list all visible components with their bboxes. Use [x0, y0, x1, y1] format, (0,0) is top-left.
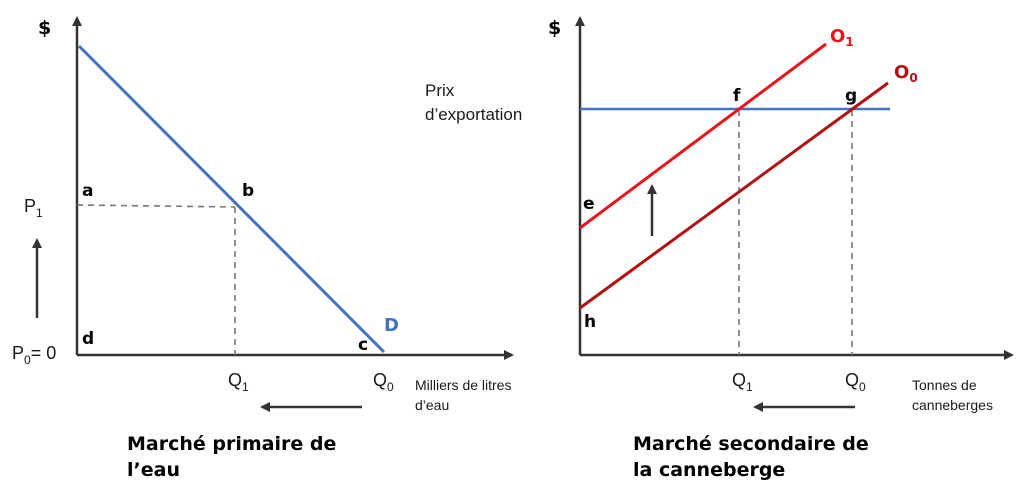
point-c: c [358, 335, 368, 355]
supply-o0-line [579, 81, 889, 310]
price-label-line1: Prix [425, 81, 455, 100]
left-p1-label: P1 [24, 196, 43, 220]
right-x-axis-label-line1: Tonnes de [912, 377, 977, 393]
left-p0-label: P0= 0 [12, 343, 56, 367]
price-label-line2: d’exportation [425, 105, 522, 124]
right-y-axis-label: $ [548, 17, 561, 39]
left-x-axis-label-line1: Milliers de litres [415, 377, 511, 393]
left-panel: $ D a b c d P1 P0= 0 Q1 Q0 Milliers de l… [12, 16, 514, 481]
left-title-line1: Marché primaire de [127, 433, 336, 455]
right-q1-label: Q1 [732, 370, 753, 394]
supply-o0-label: O0 [894, 62, 918, 85]
right-panel: $ Prix d’exportation O1 O0 e f g h Q1 Q0… [425, 16, 1014, 481]
supply-o1-label: O1 [830, 26, 854, 49]
point-b: b [242, 181, 254, 201]
right-title-line2: la canneberge [633, 459, 785, 481]
left-q0-label: Q0 [373, 370, 394, 394]
supply-o1-line [579, 42, 827, 230]
left-p1-guide [76, 204, 236, 208]
left-y-axis-label: $ [38, 17, 51, 39]
point-a: a [82, 181, 93, 201]
point-g: g [845, 86, 857, 106]
point-h: h [584, 312, 596, 332]
point-e: e [583, 194, 595, 214]
demand-label: D [384, 315, 399, 336]
right-title-line1: Marché secondaire de [633, 433, 869, 455]
left-title-line2: l’eau [127, 459, 180, 481]
point-d: d [82, 329, 94, 349]
left-q1-label: Q1 [228, 370, 249, 394]
left-x-axis-label-line2: d’eau [415, 397, 449, 413]
demand-line [77, 44, 386, 354]
right-x-axis-label-line2: canneberges [912, 397, 993, 413]
right-q0-label: Q0 [845, 370, 866, 394]
point-f: f [733, 86, 741, 106]
